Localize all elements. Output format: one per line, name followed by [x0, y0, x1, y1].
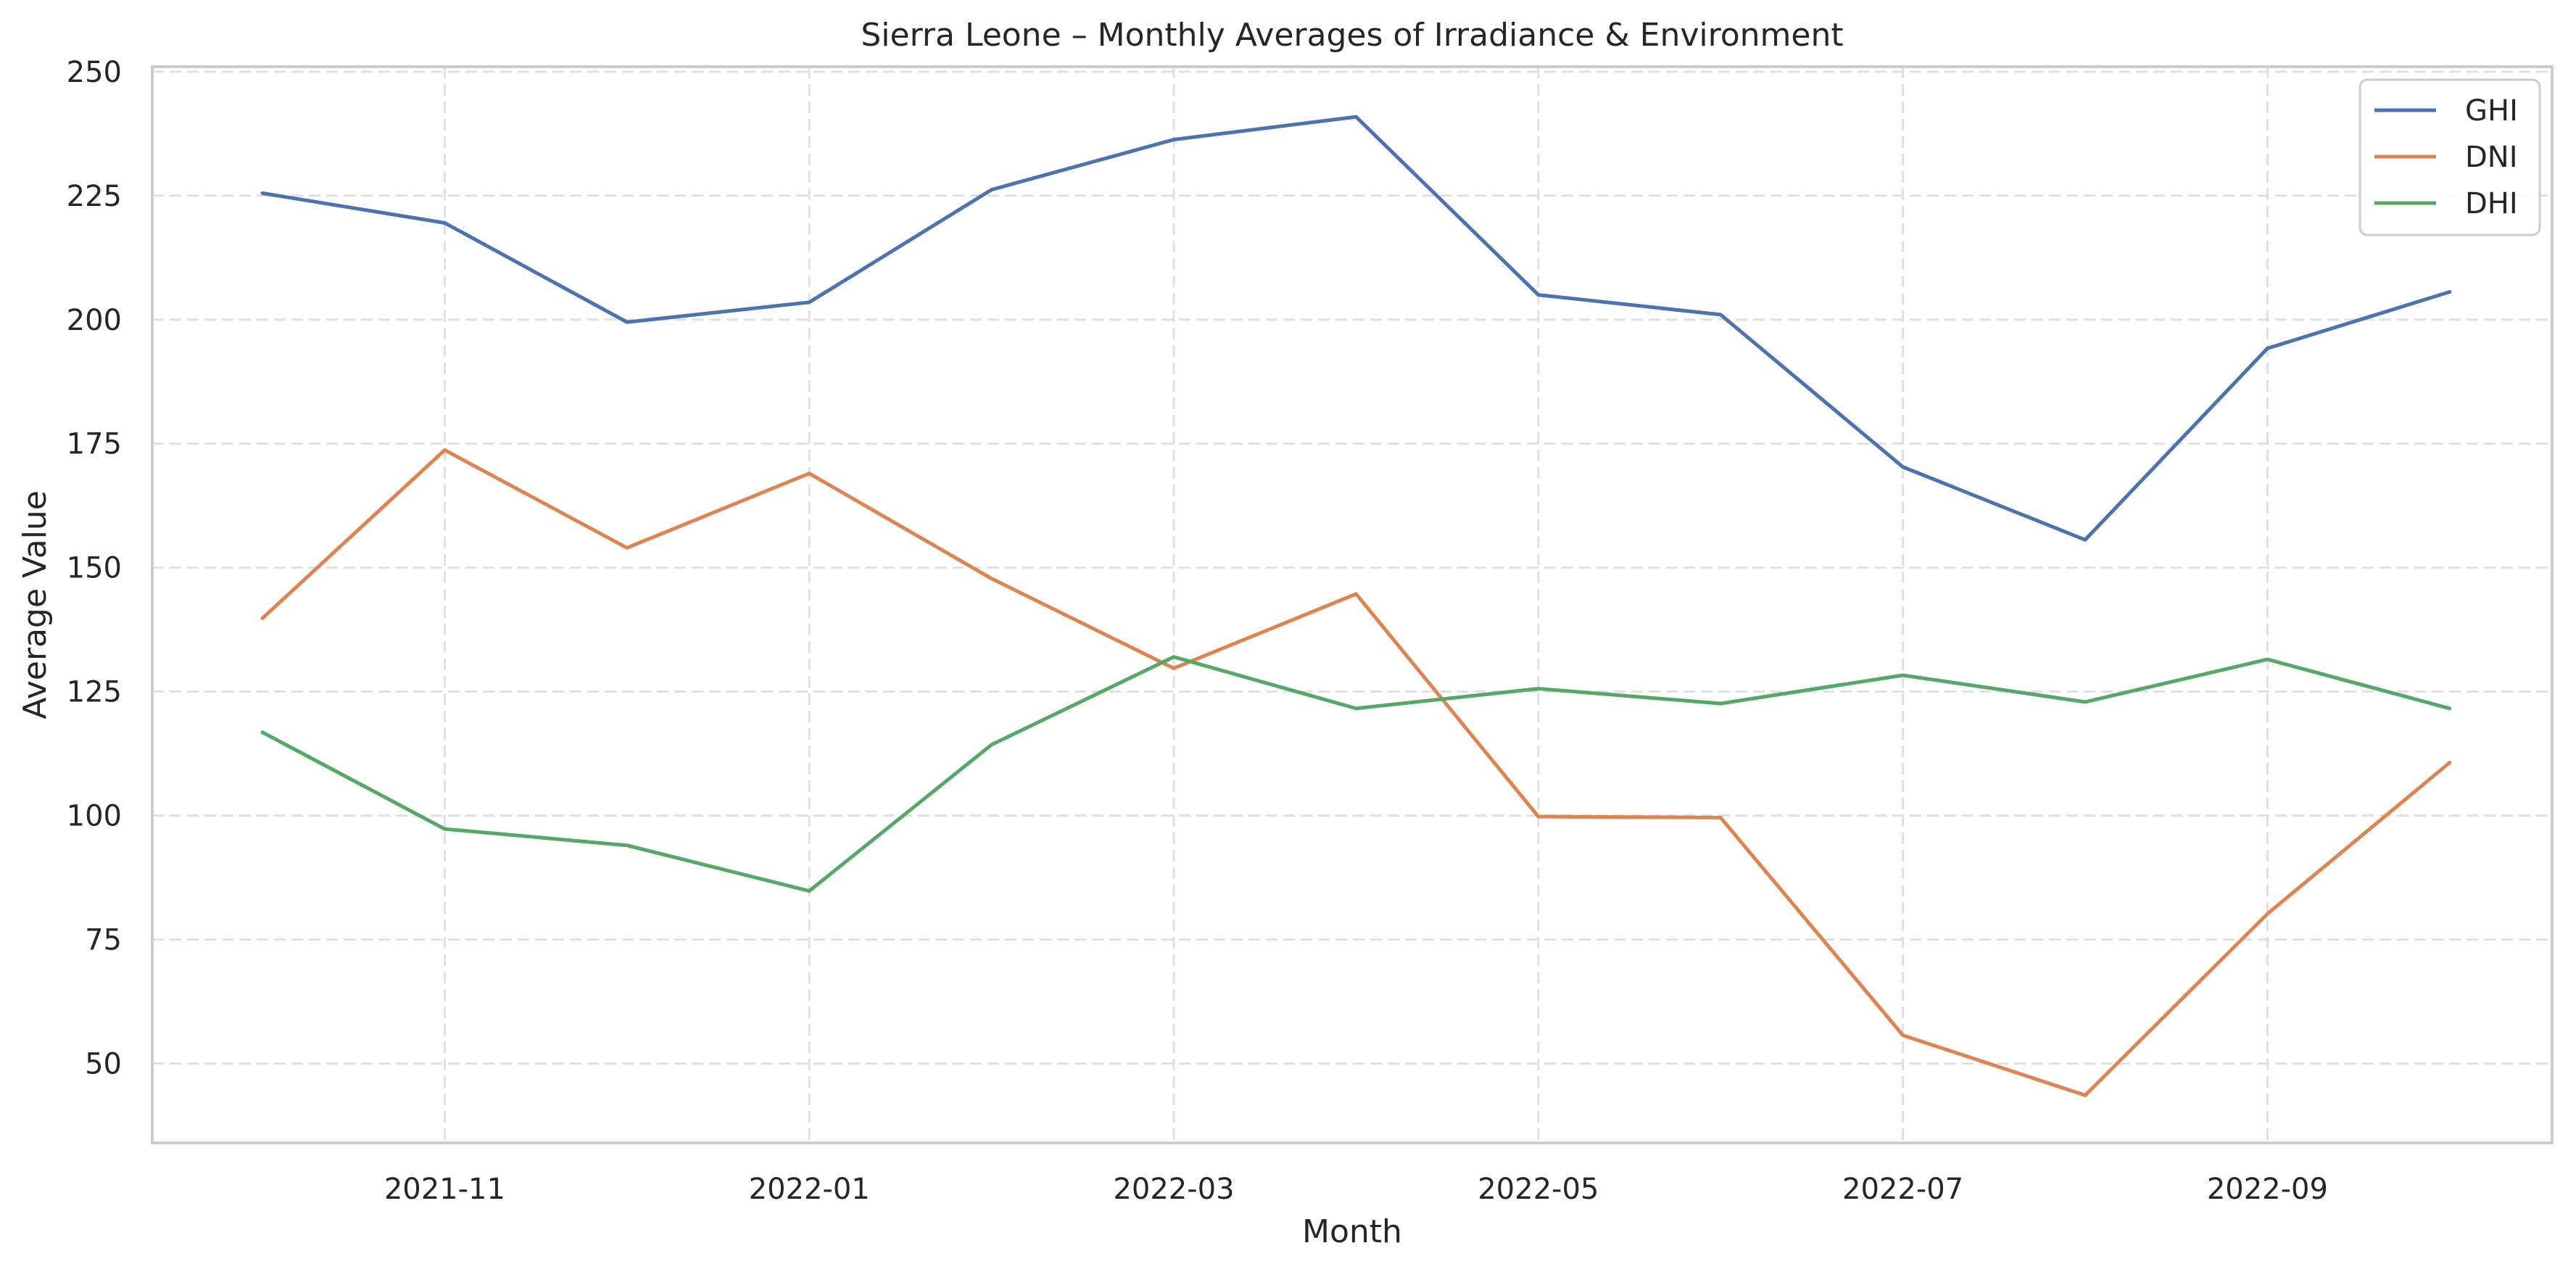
- legend-label-dni: DNI: [2465, 141, 2518, 174]
- series-lines: [260, 115, 2452, 1097]
- y-tick-label: 200: [67, 304, 122, 337]
- y-tick-label: 50: [85, 1048, 122, 1081]
- legend: GHI DNI DHI: [2358, 78, 2541, 236]
- x-tick-label: 2022-05: [1478, 1173, 1599, 1206]
- series-line-dni: [260, 448, 2452, 1097]
- x-tick-label: 2022-09: [2207, 1173, 2328, 1206]
- y-tick-label: 225: [67, 180, 122, 213]
- x-tick-label: 2021-11: [384, 1173, 505, 1206]
- legend-box: [2358, 78, 2541, 236]
- x-tick-label: 2022-07: [1842, 1173, 1963, 1206]
- y-tick-label: 175: [67, 428, 122, 461]
- legend-label-dhi: DHI: [2465, 187, 2518, 220]
- x-tick-label: 2022-01: [749, 1173, 870, 1206]
- legend-label-ghi: GHI: [2465, 94, 2518, 128]
- chart-title: Sierra Leone – Monthly Averages of Irrad…: [861, 17, 1843, 54]
- plot-frame: [151, 65, 2554, 1144]
- y-tick-label: 125: [67, 676, 122, 709]
- y-tick-label: 75: [85, 924, 122, 957]
- y-tick-labels: 50 75 100 125 150 175 200 225 250: [67, 56, 122, 1081]
- y-tick-label: 150: [67, 552, 122, 585]
- y-axis-label: Average Value: [17, 490, 54, 719]
- y-tick-label: 250: [67, 56, 122, 89]
- x-tick-labels: 2021-11 2022-01 2022-03 2022-05 2022-07 2022-…: [384, 1173, 2328, 1206]
- series-line-ghi: [260, 115, 2452, 542]
- y-tick-label: 100: [67, 800, 122, 833]
- x-axis-label: Month: [1302, 1213, 1402, 1250]
- series-line-dhi: [260, 655, 2452, 893]
- grid-lines: [152, 67, 2552, 1143]
- x-tick-label: 2022-03: [1113, 1173, 1234, 1206]
